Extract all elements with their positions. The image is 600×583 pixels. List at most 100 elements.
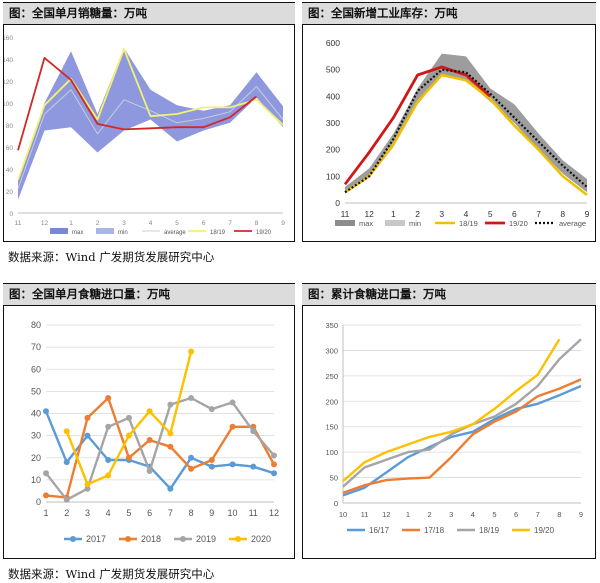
- y-tick-label: 200: [325, 397, 338, 406]
- y-tick-label: 160: [4, 35, 13, 42]
- panel4-frame: 0 50 100 150 200 250 300 350 10 11 12 1 2 3 4 5 6 7 8 9 16/1…: [302, 305, 596, 559]
- series-line-16-17: [342, 384, 582, 497]
- data-point: [125, 432, 132, 439]
- y-tick-label: 0: [9, 211, 13, 218]
- series-line-2017: [44, 410, 275, 490]
- y-tick-label: 50: [330, 474, 338, 483]
- panel3-frame: 0 10 20 30 40 50 60 70 80 1 2 3 4 5 6 7 8 9 10 11 12 2017 2018…: [3, 305, 295, 559]
- legend-label: 2018: [141, 534, 161, 544]
- data-point: [167, 401, 174, 408]
- data-point: [63, 428, 70, 435]
- y-tick-label: 60: [6, 145, 14, 152]
- legend-label: 18/19: [210, 230, 226, 236]
- data-point: [125, 454, 132, 461]
- legend-marker: [125, 536, 131, 542]
- x-tick-label: 3: [449, 510, 453, 519]
- legend-label: 16/17: [369, 526, 390, 535]
- y-tick-label: 0: [334, 499, 338, 508]
- series-line-17-18: [342, 378, 582, 494]
- legend-label: average: [164, 230, 186, 236]
- panel2-title: 图：全国新增工业库存：万吨: [302, 2, 596, 24]
- x-tick-label: 8: [255, 220, 259, 227]
- data-point: [250, 428, 257, 435]
- legend-marker: [70, 536, 76, 542]
- legend-swatch: [50, 228, 68, 234]
- data-point: [167, 443, 174, 450]
- x-tick-label: 8: [560, 209, 565, 219]
- x-tick-label: 10: [339, 510, 347, 519]
- x-tick-label: 6: [514, 510, 518, 519]
- x-tick-label: 12: [269, 508, 279, 518]
- data-point: [63, 459, 70, 466]
- legend-label: average: [559, 219, 586, 228]
- source-note-top: 数据来源：Wind 广发期货发展研究中心: [8, 250, 215, 264]
- x-tick-label: 12: [382, 510, 390, 519]
- x-tick-label: 3: [439, 209, 444, 219]
- x-tick-label: 9: [209, 508, 214, 518]
- series-line-19-20: [342, 338, 561, 483]
- y-tick-label: 20: [6, 189, 14, 196]
- data-point: [84, 432, 91, 439]
- legend-swatch: [96, 228, 114, 234]
- data-point: [188, 454, 195, 461]
- y-tick-label: 400: [326, 91, 340, 101]
- data-point: [146, 408, 153, 415]
- x-tick-label: 2: [96, 220, 100, 227]
- y-tick-label: 0: [335, 198, 340, 208]
- chart-sales: 0204060801001201401601112123456789maxmin…: [2, 35, 285, 236]
- data-point: [208, 406, 215, 413]
- x-tick-label: 6: [147, 508, 152, 518]
- y-tick-label: 0: [36, 497, 41, 507]
- y-tick-label: 100: [325, 448, 338, 457]
- x-tick-label: 7: [536, 209, 541, 219]
- x-tick-label: 12: [41, 220, 49, 227]
- x-tick-label: 1: [406, 510, 410, 519]
- y-tick-label: 200: [326, 145, 340, 155]
- legend-label: 2020: [251, 534, 271, 544]
- y-tick-label: 50: [31, 386, 41, 396]
- range-band: [18, 48, 283, 200]
- legend-label: max: [359, 219, 373, 228]
- data-point: [125, 414, 132, 421]
- y-tick-label: 100: [4, 101, 13, 108]
- x-tick-label: 11: [249, 508, 258, 518]
- series-line-2019: [45, 396, 275, 501]
- x-tick-label: 1: [391, 209, 396, 219]
- x-tick-label: 11: [341, 209, 350, 219]
- x-tick-label: 1: [43, 508, 48, 518]
- y-tick-label: 150: [325, 423, 338, 432]
- y-tick-label: 10: [31, 475, 41, 485]
- data-point: [271, 470, 277, 477]
- source-note-bottom: 数据来源：Wind 广发期货发展研究中心: [8, 567, 215, 581]
- y-tick-label: 80: [6, 123, 14, 130]
- legend-label: 17/18: [424, 526, 445, 535]
- data-point: [43, 470, 49, 477]
- data-point: [43, 408, 49, 415]
- series-line-19-20: [343, 65, 492, 186]
- y-tick-label: 40: [31, 409, 41, 419]
- data-point: [84, 485, 91, 492]
- legend-label: 18/19: [459, 219, 478, 228]
- x-tick-label: 7: [228, 220, 232, 227]
- panel3-title: 图：全国单月食糖进口量：万吨: [3, 283, 295, 305]
- legend-label: min: [409, 219, 421, 228]
- y-tick-label: 30: [31, 431, 41, 441]
- data-point: [167, 485, 174, 492]
- x-tick-label: 5: [492, 510, 496, 519]
- x-tick-label: 5: [488, 209, 493, 219]
- y-tick-label: 20: [31, 453, 41, 463]
- x-tick-label: 9: [585, 209, 590, 219]
- y-tick-label: 300: [326, 118, 340, 128]
- x-tick-label: 2: [415, 209, 420, 219]
- y-tick-label: 300: [325, 346, 338, 355]
- data-point: [167, 430, 174, 437]
- series-line-average: [17, 86, 284, 189]
- legend-label: 19/20: [534, 526, 555, 535]
- data-point: [63, 496, 70, 503]
- x-tick-label: 3: [122, 220, 126, 227]
- data-point: [229, 423, 236, 430]
- x-tick-label: 8: [557, 510, 561, 519]
- x-tick-label: 4: [464, 209, 469, 219]
- y-tick-label: 80: [31, 320, 41, 330]
